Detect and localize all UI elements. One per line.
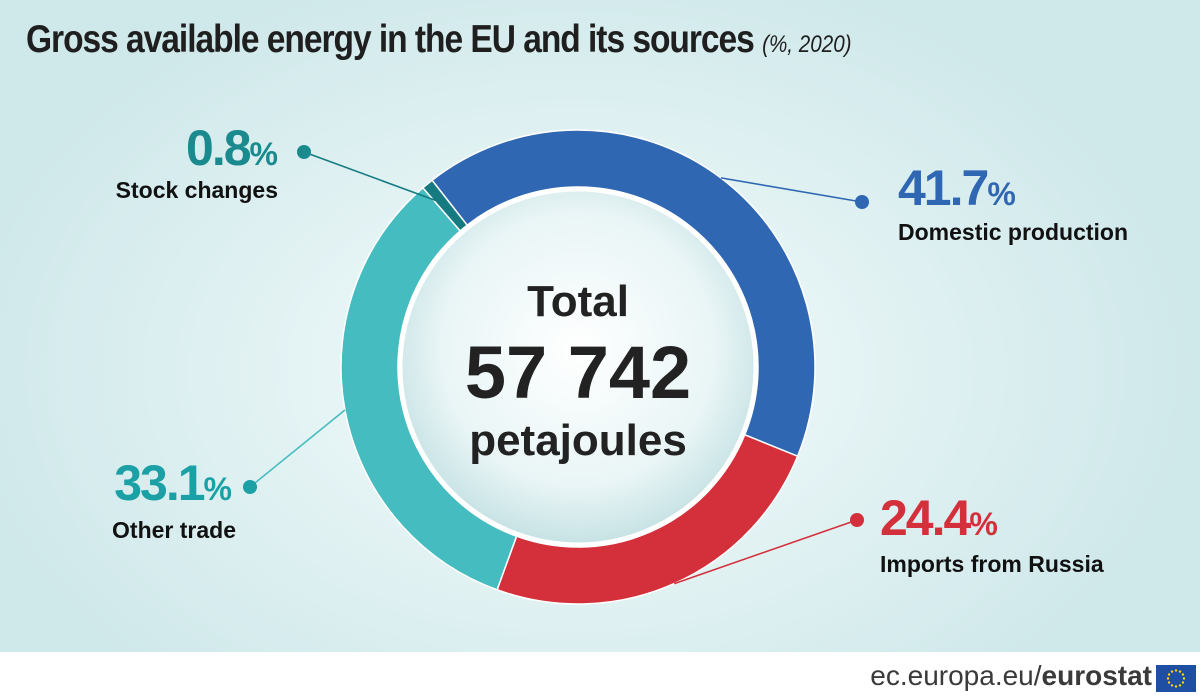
- chart-subtitle: (%, 2020): [762, 31, 852, 58]
- chart-title: Gross available energy in the EU and its…: [26, 18, 852, 62]
- leader-dot: [297, 145, 311, 159]
- site-brand: eurostat: [1041, 660, 1152, 691]
- slice-category-label: Domestic production: [898, 219, 1128, 245]
- slice-value-label: 33.1%: [114, 455, 232, 511]
- site-prefix: ec.europa.eu/: [870, 660, 1042, 691]
- slice-category-label: Stock changes: [116, 177, 278, 203]
- leader-line: [303, 151, 444, 205]
- flag-star: [1181, 681, 1185, 684]
- leader-dot: [243, 480, 257, 494]
- center-total-unit: petajoules: [469, 416, 687, 465]
- leader-line: [249, 409, 346, 488]
- footer: ec.europa.eu/eurostat: [0, 652, 1200, 698]
- slice-labels: 41.7% Domestic production 24.4% Imports fro…: [112, 120, 1128, 577]
- flag-star: [1178, 670, 1182, 673]
- flag-star: [1174, 669, 1178, 672]
- slice-value-label: 41.7%: [898, 160, 1016, 216]
- center-total-label: Total: [527, 277, 629, 326]
- flag-star: [1178, 684, 1182, 687]
- slice-category-label: Imports from Russia: [880, 551, 1104, 577]
- donut-chart: Total 57 742 petajoules 41.7% Domestic pr…: [112, 120, 1128, 605]
- flag-star: [1174, 685, 1178, 688]
- flag-star: [1166, 677, 1170, 680]
- flag-star: [1170, 670, 1174, 673]
- flag-star: [1167, 681, 1171, 684]
- center-disc: [397, 186, 759, 548]
- leader-dot: [855, 195, 869, 209]
- center-total-value: 57 742: [465, 331, 691, 414]
- flag-star: [1181, 673, 1185, 676]
- leader-lines: [243, 145, 869, 585]
- flag-star: [1167, 673, 1171, 676]
- slice-category-label: Other trade: [112, 517, 236, 543]
- leader-dot: [850, 513, 864, 527]
- source-site[interactable]: ec.europa.eu/eurostat: [870, 660, 1152, 692]
- leader-line: [673, 519, 858, 585]
- flag-star: [1170, 684, 1174, 687]
- flag-star: [1182, 677, 1186, 680]
- leader-line: [720, 177, 863, 203]
- title-text: Gross available energy in the EU and its…: [26, 18, 755, 61]
- slice-value-label: 24.4%: [880, 490, 998, 546]
- eu-flag-icon: [1156, 665, 1196, 692]
- slice-value-label: 0.8%: [186, 120, 278, 176]
